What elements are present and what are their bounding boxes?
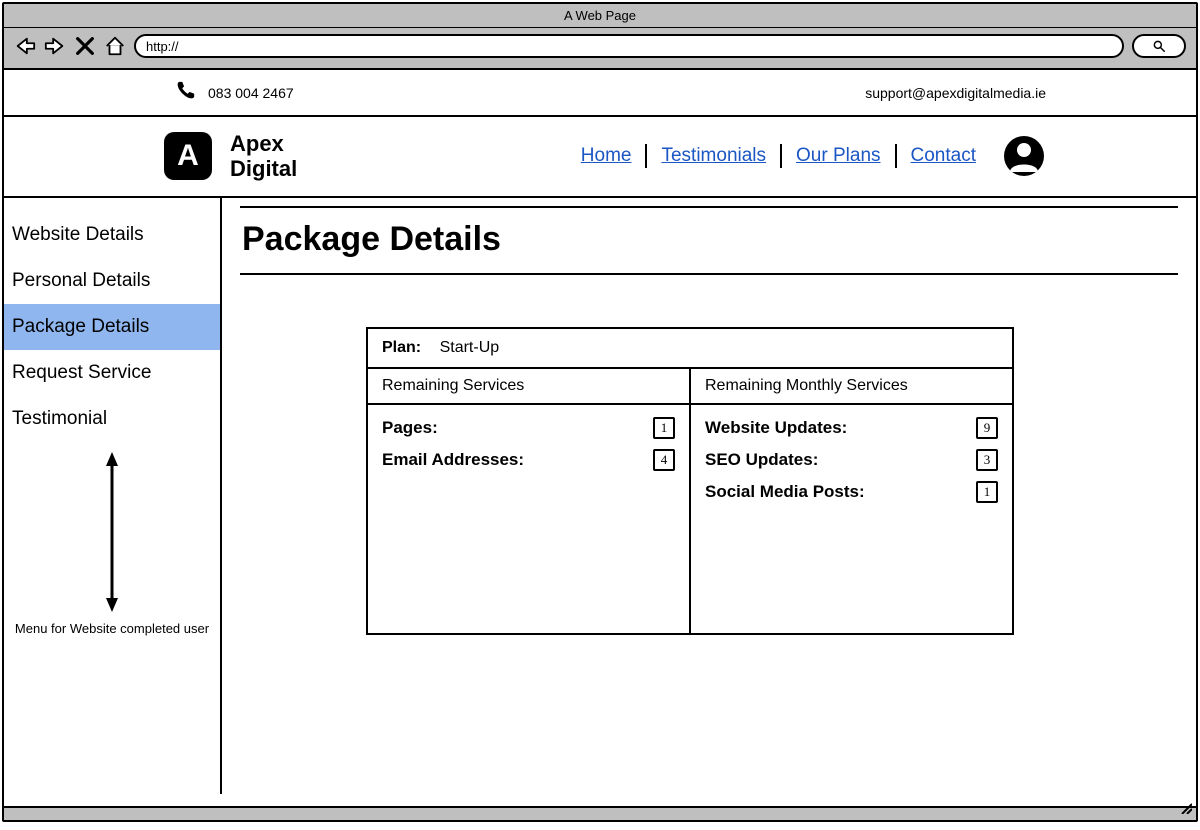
sidebar-item-personal-details[interactable]: Personal Details [4, 258, 220, 304]
service-count: 9 [976, 417, 998, 439]
card-header: Plan: Start-Up [368, 329, 1012, 369]
col-remaining-services: Remaining Services Pages: 1 Email Addres… [368, 369, 689, 633]
service-count: 3 [976, 449, 998, 471]
service-row: Email Addresses: 4 [382, 449, 675, 471]
support-email: support@apexdigitalmedia.ie [865, 85, 1046, 101]
col-header-left: Remaining Services [368, 369, 689, 405]
service-label: Pages: [382, 418, 438, 438]
page-content: 083 004 2467 support@apexdigitalmedia.ie… [4, 70, 1196, 796]
sidebar-item-request-service[interactable]: Request Service [4, 350, 220, 396]
site-header: A Apex Digital Home Testimonials Our Pla… [4, 117, 1196, 198]
nav-home[interactable]: Home [581, 145, 632, 167]
service-count: 1 [976, 481, 998, 503]
plan-label: Plan: [382, 339, 421, 356]
service-row: Website Updates: 9 [705, 417, 998, 439]
service-row: Pages: 1 [382, 417, 675, 439]
sidebar: Website Details Personal Details Package… [4, 198, 222, 794]
phone-block: 083 004 2467 [174, 80, 294, 105]
col-body-left: Pages: 1 Email Addresses: 4 [368, 405, 689, 601]
service-label: Social Media Posts: [705, 482, 865, 502]
contact-bar: 083 004 2467 support@apexdigitalmedia.ie [4, 70, 1196, 117]
nav-separator [780, 144, 782, 168]
nav-testimonials[interactable]: Testimonials [661, 145, 766, 167]
home-icon[interactable] [104, 35, 126, 57]
brand-logo: A [164, 132, 212, 180]
page-title: Package Details [240, 208, 1178, 273]
service-label: SEO Updates: [705, 450, 818, 470]
service-row: Social Media Posts: 1 [705, 481, 998, 503]
sidebar-note: Menu for Website completed user [4, 621, 220, 636]
col-remaining-monthly: Remaining Monthly Services Website Updat… [689, 369, 1012, 633]
col-header-right: Remaining Monthly Services [691, 369, 1012, 405]
url-input[interactable]: http:// [134, 34, 1124, 58]
browser-title: A Web Page [4, 4, 1196, 28]
body-row: Website Details Personal Details Package… [4, 198, 1196, 794]
user-avatar-icon[interactable] [1002, 134, 1046, 178]
browser-toolbar: http:// [4, 28, 1196, 70]
main-nav: Home Testimonials Our Plans Contact [581, 134, 1046, 178]
card-columns: Remaining Services Pages: 1 Email Addres… [368, 369, 1012, 633]
divider [240, 273, 1178, 275]
double-arrow-icon [4, 452, 220, 617]
url-text: http:// [146, 39, 179, 54]
col-body-right: Website Updates: 9 SEO Updates: 3 Social… [691, 405, 1012, 633]
brand[interactable]: A Apex Digital [164, 131, 297, 182]
nav-plans[interactable]: Our Plans [796, 145, 880, 167]
sidebar-item-testimonial[interactable]: Testimonial [4, 396, 220, 442]
nav-contact[interactable]: Contact [911, 145, 976, 167]
plan-value: Start-Up [440, 339, 500, 356]
service-label: Website Updates: [705, 418, 847, 438]
close-icon[interactable] [74, 35, 96, 57]
service-label: Email Addresses: [382, 450, 524, 470]
status-bar [4, 806, 1196, 820]
back-icon[interactable] [14, 35, 36, 57]
sidebar-item-package-details[interactable]: Package Details [4, 304, 220, 350]
nav-separator [895, 144, 897, 168]
package-card: Plan: Start-Up Remaining Services Pages:… [366, 327, 1014, 635]
search-button[interactable] [1132, 34, 1186, 58]
brand-name: Apex Digital [230, 131, 297, 182]
phone-number: 083 004 2467 [208, 85, 294, 101]
resize-handle-icon[interactable] [1180, 801, 1192, 819]
service-row: SEO Updates: 3 [705, 449, 998, 471]
service-count: 1 [653, 417, 675, 439]
browser-window: A Web Page http:// 083 004 2467 [2, 2, 1198, 822]
main-area: Package Details Plan: Start-Up Remaining… [222, 198, 1196, 794]
phone-icon [174, 80, 196, 105]
nav-separator [645, 144, 647, 168]
sidebar-item-website-details[interactable]: Website Details [4, 212, 220, 258]
service-count: 4 [653, 449, 675, 471]
forward-icon[interactable] [44, 35, 66, 57]
